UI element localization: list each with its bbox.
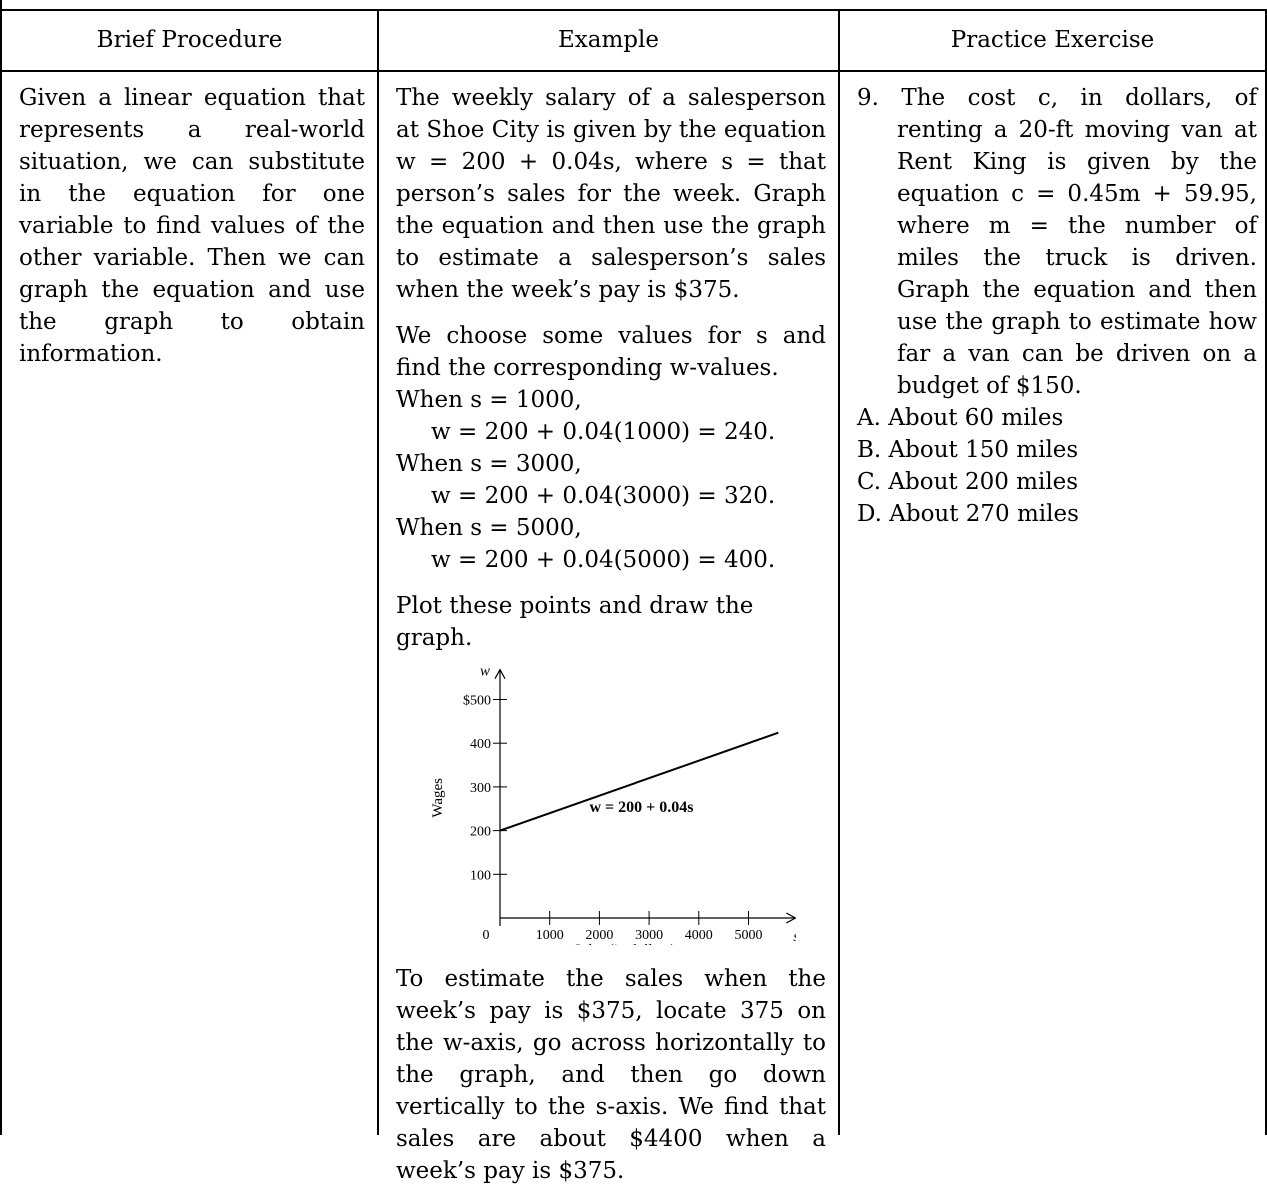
- y-axis-label: Wages: [430, 778, 446, 818]
- choice-a: A. About 60 miles: [857, 405, 1064, 431]
- x-axis-variable: s: [793, 929, 796, 945]
- y-axis-arrow: [494, 668, 506, 679]
- column-divider-2: [838, 10, 840, 1135]
- x-tick-label: 1000: [536, 928, 564, 943]
- y-tick-label: 100: [470, 868, 491, 883]
- header-brief-procedure: Brief Procedure: [96, 27, 283, 53]
- example-when-3: When s = 5000,: [396, 515, 582, 541]
- procedure-cell: Given a linear equation that represents …: [19, 82, 365, 370]
- y-axis-variable: w: [480, 664, 490, 680]
- choice-b: B. About 150 miles: [857, 437, 1079, 463]
- table-top-rule: [0, 9, 1267, 11]
- y-tick-label: 300: [470, 781, 491, 796]
- series-equation-label: w = 200 + 0.04s: [589, 799, 693, 816]
- example-cell: The weekly salary of a salesperson at Sh…: [396, 82, 826, 1187]
- example-calc-3: w = 200 + 0.04(5000) = 400.: [431, 547, 776, 573]
- header-example: Example: [558, 27, 659, 53]
- example-calc-1: w = 200 + 0.04(1000) = 240.: [431, 419, 776, 445]
- example-calc-2: w = 200 + 0.04(3000) = 320.: [431, 483, 776, 509]
- y-tick-label: 200: [470, 825, 491, 840]
- x-tick-label: 3000: [635, 928, 663, 943]
- x-axis-label: Sales (in dollars): [573, 942, 675, 945]
- x-tick-label: 5000: [735, 928, 763, 943]
- wages-chart: s w 1000 2000 3000 4000 5000 0 100 200 300 400 $500 S…: [396, 660, 796, 945]
- choice-d: D. About 270 miles: [857, 501, 1079, 527]
- example-estimate: To estimate the sales when the week’s pa…: [396, 966, 826, 1184]
- x-tick-label: 4000: [685, 928, 713, 943]
- practice-exercise-9: 9. The cost c, in dollars, of renting a …: [857, 85, 1257, 399]
- example-choose-values: We choose some values for s and find the…: [396, 323, 826, 381]
- y-tick-label: $500: [463, 694, 491, 709]
- practice-cell: 9. The cost c, in dollars, of renting a …: [857, 82, 1257, 530]
- header-practice-exercise: Practice Exercise: [950, 27, 1155, 53]
- header-bottom-rule: [0, 70, 1267, 72]
- example-plot-instruction: Plot these points and draw the graph.: [396, 593, 754, 651]
- example-when-2: When s = 3000,: [396, 451, 582, 477]
- answer-choices: A. About 60 miles B. About 150 miles C. …: [857, 402, 1257, 530]
- wages-chart-svg: s w 1000 2000 3000 4000 5000 0 100 200 300 400 $500 S…: [430, 664, 796, 945]
- origin-label: 0: [483, 928, 490, 943]
- choice-c: C. About 200 miles: [857, 469, 1079, 495]
- y-tick-label: 400: [470, 737, 491, 752]
- table-border-left: [0, 0, 2, 1135]
- column-divider-1: [377, 10, 379, 1135]
- example-when-1: When s = 1000,: [396, 387, 582, 413]
- x-axis-arrow: [786, 912, 796, 924]
- series-line: [499, 731, 779, 832]
- x-tick-label: 2000: [585, 928, 613, 943]
- table-border-right: [1265, 10, 1267, 1135]
- example-intro: The weekly salary of a salesperson at Sh…: [396, 85, 826, 303]
- procedure-text: Given a linear equation that represents …: [19, 85, 365, 367]
